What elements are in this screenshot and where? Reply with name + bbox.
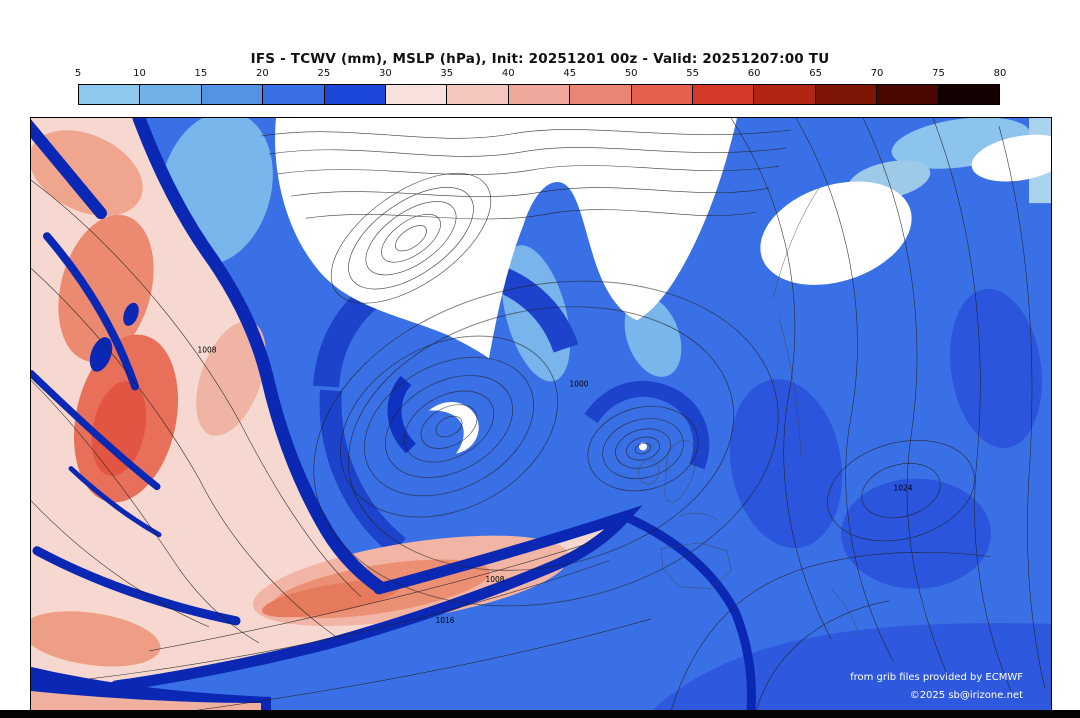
colorbar-tick: 5 [74,68,82,79]
colorbar-tick: 50 [624,68,638,79]
frontal-bands [31,118,756,711]
isobar-lines [31,118,1046,711]
colorbar-segment [140,85,202,104]
colorbar-tick: 40 [501,68,515,79]
colorbar-segments [78,84,1000,105]
colorbar-segment [631,85,694,104]
colorbar-tick: 65 [809,68,822,79]
contour-label: 1008 [485,575,504,584]
colorbar-segment [508,85,571,104]
bottom-pink-strip [31,690,261,711]
contour-label: 1000 [569,379,588,388]
colorbar-tick: 15 [194,68,208,79]
colorbar-tick: 25 [317,68,331,79]
dry-regions [275,118,1051,454]
contour-label: 1008 [197,345,216,354]
colorbar-segment [877,85,939,104]
colorbar-tick: 45 [563,68,577,79]
colorbar-segment [79,85,141,104]
colorbar-segment [693,85,755,104]
attribution-copyright: ©2025 sb@irizone.net [909,690,1023,701]
colorbar-tick: 70 [870,68,884,79]
colorbar-segment [815,85,878,104]
colorbar-segment [263,85,325,104]
colorbar-tick: 55 [686,68,700,79]
colorbar-ticks: 5 10 15 20 25 30 35 40 45 50 55 60 65 70 75 80 [74,68,1007,81]
colorbar-tick: 35 [440,68,454,79]
colorbar-tick: 10 [133,68,146,79]
attribution-source: from grib files provided by ECMWF [850,672,1023,683]
colorbar-segment [754,85,816,104]
colorbar-tick: 60 [747,68,761,79]
colorbar-tick: 80 [993,68,1007,79]
colorbar-tick: 75 [932,68,945,79]
contour-label: 1016 [435,616,454,625]
isobar-labels: 1008 1000 1024 1008 1016 [197,345,912,624]
bottom-black-bar [0,710,1080,718]
colorbar-segment [447,85,509,104]
map-area: 1008 1000 1024 1008 1016 [30,117,1052,712]
colorbar-segment [324,85,387,104]
colorbar-segment [386,85,448,104]
colorbar-tick: 30 [378,68,392,79]
colorbar-segment [570,85,632,104]
contour-label: 1024 [893,484,912,493]
colorbar-segment [938,85,1000,104]
colorbar-tick: 20 [256,68,269,79]
page-title: IFS - TCWV (mm), MSLP (hPa), Init: 20251… [250,51,830,67]
map-svg: 1008 1000 1024 1008 1016 [31,118,1051,711]
colorbar-segment [201,85,264,104]
